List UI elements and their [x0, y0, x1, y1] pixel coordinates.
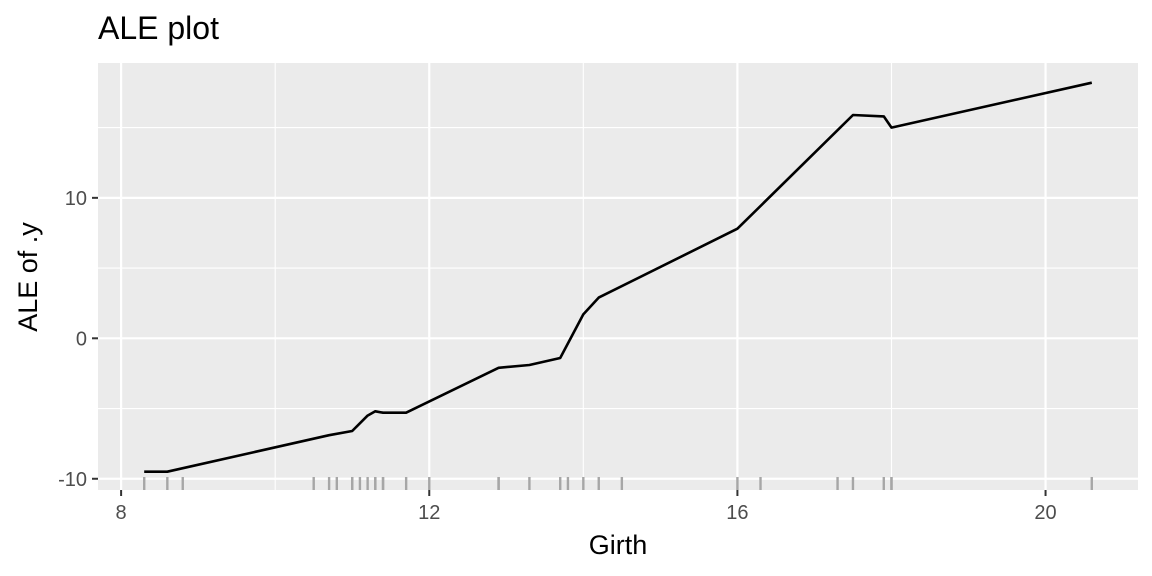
x-tick-label: 20: [1034, 502, 1056, 524]
y-tick-label: 0: [76, 328, 87, 350]
y-tick-label: -10: [58, 469, 87, 491]
x-tick-label: 16: [726, 502, 748, 524]
series-line-ale: [144, 81, 1093, 473]
y-axis: -10 0 10: [58, 188, 98, 491]
major-gridlines: [98, 63, 1138, 490]
x-tick-label: 8: [116, 502, 127, 524]
x-axis-title: Girth: [589, 530, 648, 560]
rug-marks: [143, 477, 1093, 490]
minor-gridlines: [98, 63, 1138, 490]
plot-panel: [98, 63, 1138, 490]
y-axis-title: ALE of .y: [13, 222, 43, 332]
y-tick-label: 10: [65, 188, 87, 210]
x-axis: 8 12 16 20: [116, 490, 1057, 524]
chart-title: ALE plot: [98, 10, 219, 46]
x-tick-label: 12: [418, 502, 440, 524]
